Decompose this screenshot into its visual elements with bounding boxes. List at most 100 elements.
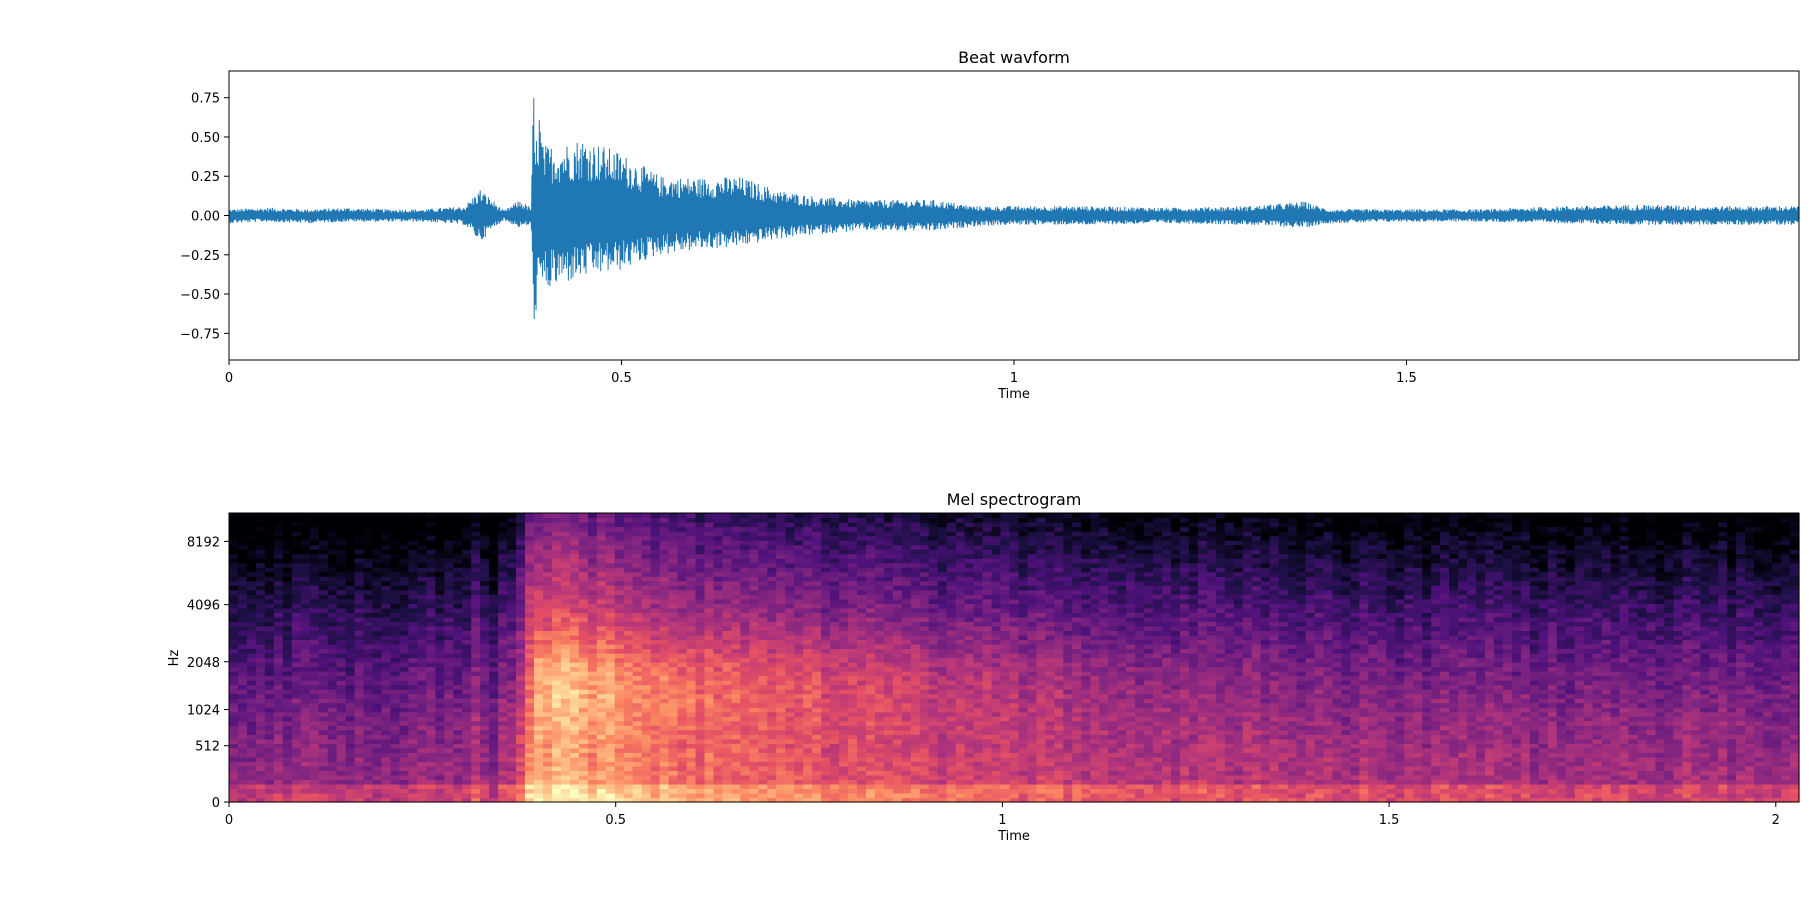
spectrogram-cell [623,788,634,794]
spectrogram-cell [614,662,625,668]
spectrogram-cell [435,765,445,771]
spectrogram-cell [435,707,445,713]
spectrogram-cell [435,774,445,781]
spectrogram-cell [444,680,454,686]
spectrogram-cell [246,774,257,781]
spectrogram-cell [740,562,750,568]
spectrogram-cell [560,567,571,573]
spectrogram-cell [596,738,607,744]
spectrogram-cell [480,684,490,690]
spectrogram-cell [749,630,759,636]
spectrogram-cell [892,770,903,776]
spectrogram-cell [507,580,517,586]
spectrogram-cell [354,603,365,609]
spectrogram-cell [417,598,427,604]
spectrogram-cell [336,792,347,799]
spectrogram-cell [345,720,356,726]
spectrogram-cell [919,630,930,636]
spectrogram-cell [758,576,768,582]
spectrogram-cell [848,643,858,650]
spectrogram-cell [848,540,858,546]
spectrogram-cell [399,562,410,568]
spectrogram-cell [462,698,472,704]
spectrogram-cell [785,652,795,659]
spectrogram-cell [695,594,706,600]
spectrogram-cell [758,783,768,790]
spectrogram-cell [417,752,427,758]
spectrogram-cell [408,675,418,681]
spectrogram-cell [883,792,894,799]
spectrogram-cell [830,698,840,704]
spectrogram-cell [246,535,257,541]
spectrogram-cell [363,598,374,604]
spectrogram-cell [605,770,616,776]
spectrogram-cell [569,707,580,713]
spectrogram-cell [578,526,589,532]
spectrogram-cell [704,562,715,568]
spectrogram-cell [229,693,239,699]
spectrogram-cell [794,652,804,659]
spectrogram-cell [686,652,697,659]
spectrogram-cell [704,783,715,790]
spectrogram-cell [426,540,436,546]
spectrogram-cell [336,522,347,528]
spectrogram-cell [327,576,338,582]
spectrogram-cell [686,720,697,726]
spectrogram-cell [246,698,257,704]
spectrogram-cell [408,598,418,604]
spectrogram-cell [803,756,813,762]
spectrogram-cell [614,711,625,717]
spectrogram-cell [848,693,858,699]
spectrogram-cell [273,553,284,559]
spectrogram-cell [812,729,822,735]
spectrogram-cell [767,774,777,781]
spectrogram-cell [901,603,912,609]
spectrogram-cell [919,792,930,799]
spectrogram-cell [749,607,759,613]
spectrogram-cell [830,756,840,762]
spectrogram-cell [453,657,463,663]
spectrogram-cell [309,765,320,771]
spectrogram-cell [857,643,867,650]
spectrogram-cell [704,725,715,731]
spectrogram-cell [821,716,831,722]
spectrogram-cell [444,725,454,731]
spectrogram-cell [874,720,885,726]
spectrogram-cell [363,702,374,708]
spectrogram-cell [426,585,436,591]
spectrogram-cell [309,607,320,613]
spectrogram-cell [641,792,652,799]
spectrogram-cell [435,585,445,591]
spectrogram-cell [543,788,553,794]
spectrogram-cell [489,693,499,699]
spectrogram-cell [462,576,472,582]
spectrogram-cell [399,698,410,704]
spectrogram-cell [507,774,517,781]
spectrogram-cell [300,720,311,726]
spectrogram-cell [830,711,840,717]
spectrogram-cell [901,517,912,523]
spectrogram-cell [507,698,517,704]
spectrogram-cell [713,531,724,537]
spectrogram-cell [812,616,822,622]
spectrogram-cell [426,625,436,632]
spectrogram-cell [390,639,401,645]
spectrogram-cell [255,752,266,758]
waveform-series [228,98,1800,319]
spectrogram-cell [758,535,768,541]
spectrogram-cell [246,716,257,722]
spectrogram-cell [857,625,867,632]
spectrogram-cell [892,634,903,641]
spectrogram-cell [731,711,741,717]
spectrogram-cell [839,603,849,609]
spectrogram-cell [623,743,634,749]
spectrogram-cell [695,625,706,632]
spectrogram-cell [785,567,795,573]
spectrogram-cell [551,598,562,604]
spectrogram-cell [767,756,777,762]
spectrogram-cell [695,770,706,776]
spectrogram-cell [300,531,311,537]
spectrogram-cell [848,671,858,677]
spectrogram-cell [507,648,517,654]
spectrogram-cell [587,589,598,595]
